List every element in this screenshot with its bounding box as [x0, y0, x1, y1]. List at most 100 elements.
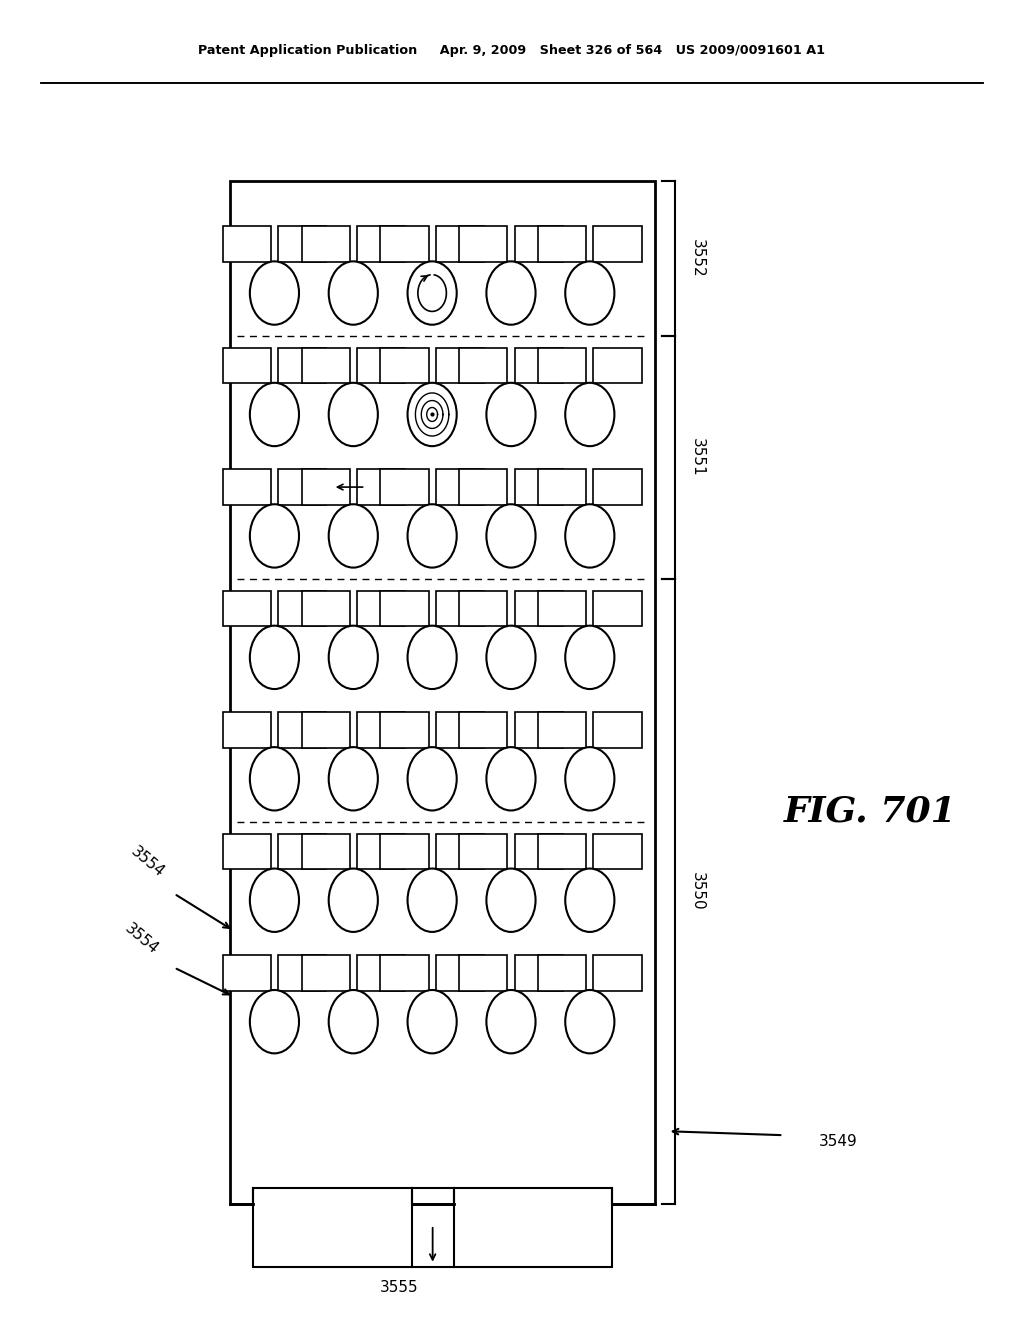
- Bar: [459, 347, 508, 383]
- Bar: [381, 956, 428, 991]
- Text: 3554: 3554: [122, 920, 161, 957]
- Bar: [593, 713, 641, 747]
- Bar: [593, 470, 641, 504]
- Bar: [459, 713, 508, 747]
- Text: 3554: 3554: [128, 843, 167, 880]
- Bar: [381, 713, 428, 747]
- Bar: [539, 347, 586, 383]
- Circle shape: [408, 747, 457, 810]
- Bar: [223, 591, 270, 627]
- Circle shape: [329, 990, 378, 1053]
- Bar: [301, 834, 349, 870]
- Circle shape: [565, 261, 614, 325]
- Bar: [514, 834, 563, 870]
- Bar: [301, 591, 349, 627]
- Bar: [459, 834, 508, 870]
- Bar: [279, 347, 326, 383]
- Bar: [593, 956, 641, 991]
- Circle shape: [329, 747, 378, 810]
- Bar: [436, 470, 483, 504]
- Bar: [436, 226, 483, 261]
- Bar: [356, 470, 404, 504]
- Circle shape: [486, 626, 536, 689]
- Bar: [356, 713, 404, 747]
- Circle shape: [486, 747, 536, 810]
- Circle shape: [565, 383, 614, 446]
- Bar: [301, 226, 349, 261]
- Bar: [514, 956, 563, 991]
- Circle shape: [250, 261, 299, 325]
- Circle shape: [329, 504, 378, 568]
- Bar: [381, 834, 428, 870]
- Bar: [230, 181, 655, 1204]
- Bar: [223, 470, 270, 504]
- Bar: [436, 591, 483, 627]
- Bar: [356, 347, 404, 383]
- Bar: [514, 591, 563, 627]
- Bar: [436, 834, 483, 870]
- Circle shape: [408, 990, 457, 1053]
- Bar: [381, 347, 428, 383]
- Bar: [301, 713, 349, 747]
- Bar: [539, 470, 586, 504]
- Circle shape: [486, 869, 536, 932]
- Circle shape: [250, 990, 299, 1053]
- Text: 3551: 3551: [690, 438, 705, 477]
- Circle shape: [486, 383, 536, 446]
- Text: 3549: 3549: [819, 1134, 858, 1150]
- Bar: [223, 834, 270, 870]
- Circle shape: [565, 990, 614, 1053]
- Bar: [459, 956, 508, 991]
- Bar: [539, 713, 586, 747]
- Bar: [253, 1188, 412, 1267]
- Bar: [454, 1188, 612, 1267]
- Circle shape: [329, 261, 378, 325]
- Bar: [514, 226, 563, 261]
- Bar: [514, 470, 563, 504]
- Bar: [223, 347, 270, 383]
- Bar: [279, 834, 326, 870]
- Bar: [593, 226, 641, 261]
- Bar: [436, 956, 483, 991]
- Circle shape: [565, 626, 614, 689]
- Circle shape: [408, 383, 457, 446]
- Bar: [279, 713, 326, 747]
- Bar: [459, 591, 508, 627]
- Bar: [223, 956, 270, 991]
- Bar: [539, 226, 586, 261]
- Circle shape: [408, 261, 457, 325]
- Bar: [279, 470, 326, 504]
- Text: 3550: 3550: [690, 873, 705, 911]
- Bar: [539, 956, 586, 991]
- Bar: [223, 226, 270, 261]
- Bar: [539, 834, 586, 870]
- Bar: [436, 347, 483, 383]
- Circle shape: [486, 990, 536, 1053]
- Bar: [301, 470, 349, 504]
- Circle shape: [565, 747, 614, 810]
- Bar: [356, 591, 404, 627]
- Bar: [381, 226, 428, 261]
- Circle shape: [565, 869, 614, 932]
- Bar: [356, 226, 404, 261]
- Circle shape: [565, 504, 614, 568]
- Bar: [301, 347, 349, 383]
- Bar: [356, 834, 404, 870]
- Bar: [223, 713, 270, 747]
- Text: 3552: 3552: [690, 239, 705, 279]
- Text: Patent Application Publication     Apr. 9, 2009   Sheet 326 of 564   US 2009/009: Patent Application Publication Apr. 9, 2…: [199, 44, 825, 57]
- Circle shape: [250, 747, 299, 810]
- Bar: [459, 470, 508, 504]
- Circle shape: [250, 626, 299, 689]
- Circle shape: [250, 504, 299, 568]
- Circle shape: [329, 869, 378, 932]
- Bar: [593, 834, 641, 870]
- Bar: [381, 470, 428, 504]
- Bar: [436, 713, 483, 747]
- Bar: [514, 347, 563, 383]
- Circle shape: [486, 261, 536, 325]
- Bar: [539, 591, 586, 627]
- Circle shape: [408, 504, 457, 568]
- Circle shape: [408, 869, 457, 932]
- Bar: [356, 956, 404, 991]
